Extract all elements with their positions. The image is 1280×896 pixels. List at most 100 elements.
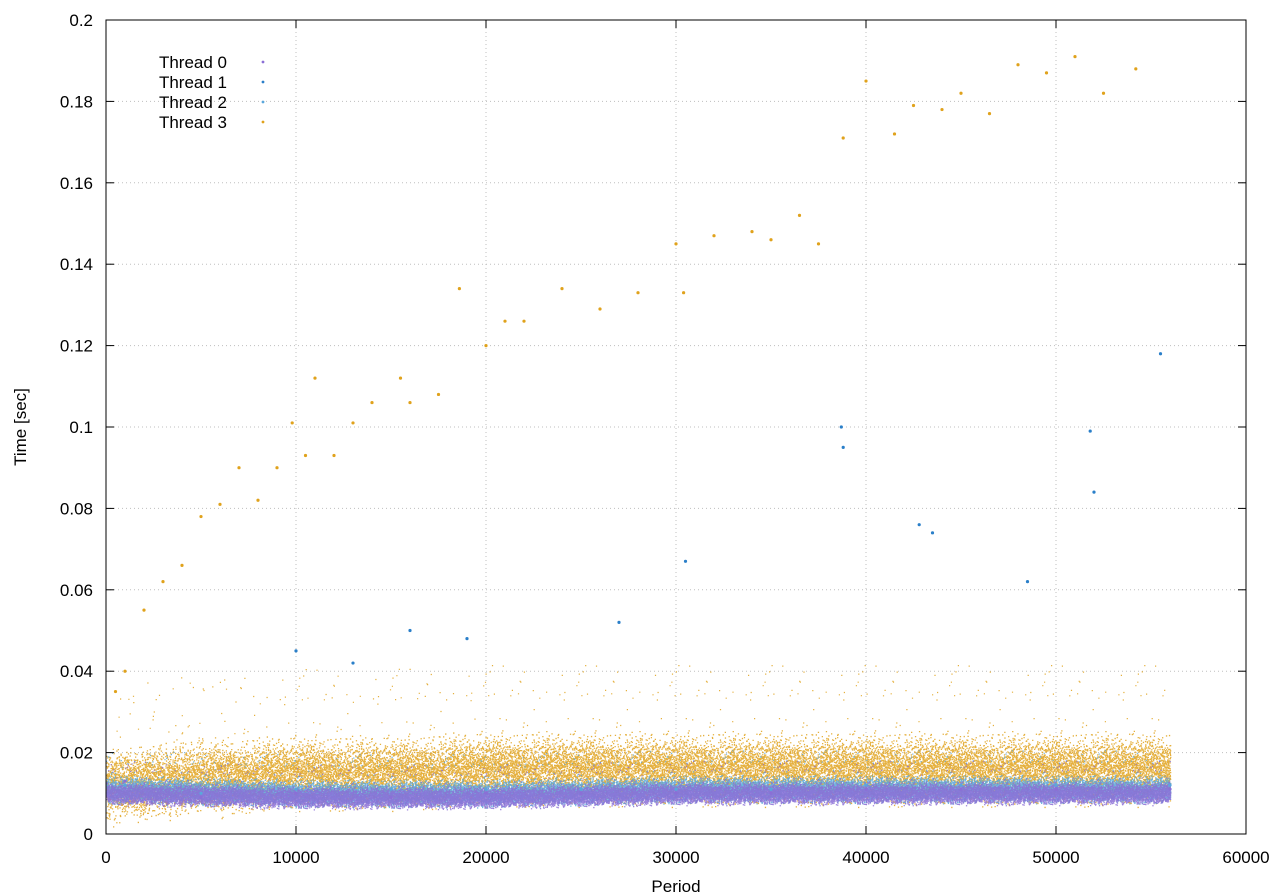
data-point [351, 421, 355, 425]
data-point [457, 287, 461, 291]
data-point [959, 787, 963, 791]
legend-label: Thread 3 [159, 113, 227, 132]
data-point [113, 689, 118, 694]
data-point [199, 795, 203, 799]
data-point [237, 466, 241, 470]
data-point [522, 319, 526, 323]
data-point [389, 787, 393, 791]
data-point [987, 112, 992, 116]
data-point [199, 791, 203, 795]
grid-lines [106, 20, 1246, 834]
y-tick-label: 0.2 [69, 11, 93, 30]
data-point [161, 580, 165, 584]
data-point [750, 230, 754, 234]
data-point [256, 498, 260, 502]
legend-marker [261, 100, 265, 104]
data-point [294, 787, 298, 791]
data-point [1044, 71, 1049, 75]
data-point [797, 213, 802, 217]
data-point [123, 669, 127, 673]
data-point [864, 79, 868, 83]
data-point [636, 291, 640, 295]
x-axis-label: Period [651, 877, 700, 896]
y-tick-label: 0.04 [60, 662, 93, 681]
data-point [841, 136, 845, 140]
series-thread-0 [123, 779, 1172, 799]
x-tick-label: 50000 [1032, 848, 1079, 867]
series-thread-3 [113, 55, 1138, 694]
data-point [1168, 783, 1172, 787]
data-point [816, 242, 821, 246]
y-axis-label: Time [sec] [11, 388, 30, 466]
series-thread-1 [294, 352, 1163, 665]
data-point [275, 466, 279, 470]
x-tick-label: 10000 [272, 848, 319, 867]
y-tick-label: 0.02 [60, 744, 93, 763]
y-tick-label: 0.1 [69, 418, 93, 437]
data-point [864, 783, 868, 787]
data-point [123, 779, 127, 783]
data-point [1092, 490, 1096, 494]
data-point [351, 661, 355, 665]
legend-label: Thread 1 [159, 73, 227, 92]
data-point [892, 132, 897, 136]
data-point [911, 103, 916, 108]
legend-marker [261, 80, 265, 84]
data-point [712, 234, 716, 238]
data-point [841, 445, 845, 449]
legend-marker [261, 120, 265, 124]
legend-marker [261, 60, 265, 64]
data-point [917, 523, 921, 527]
data-point [389, 795, 393, 799]
data-point [436, 392, 441, 397]
data-point [617, 620, 621, 624]
data-point [1054, 787, 1058, 791]
data-point [1054, 783, 1058, 787]
data-point [332, 453, 336, 458]
data-point [683, 559, 688, 563]
data-point [484, 787, 488, 791]
data-point [503, 319, 507, 323]
data-point [1025, 580, 1030, 584]
band-thread-0 [106, 760, 1172, 811]
legend-label: Thread 0 [159, 53, 227, 72]
band-dots [106, 760, 1172, 811]
data-point [290, 421, 294, 425]
data-point [303, 453, 308, 458]
data-point [579, 787, 583, 791]
data-point [839, 425, 843, 429]
outlier-points [113, 55, 1172, 799]
data-point [484, 791, 488, 795]
data-point [940, 107, 944, 112]
y-tick-label: 0.12 [60, 337, 93, 356]
data-point [959, 783, 963, 787]
data-point [484, 344, 488, 348]
dense-point-bands [106, 665, 1172, 828]
x-tick-label: 30000 [652, 848, 699, 867]
axis-ticks: 0 10000 20000 30000 40000 50000 60000 0 0.02 0.04… [60, 11, 1270, 867]
x-tick-label: 0 [101, 848, 110, 867]
data-point [218, 502, 222, 506]
y-tick-label: 0.06 [60, 581, 93, 600]
data-point [199, 514, 203, 519]
data-point [313, 376, 317, 380]
series-thread-2 [123, 783, 1172, 795]
y-tick-label: 0 [84, 825, 93, 844]
data-point [930, 531, 935, 535]
data-point [123, 783, 127, 787]
data-point [769, 791, 773, 795]
data-point [579, 791, 583, 795]
data-point [560, 287, 564, 291]
data-point [674, 242, 678, 246]
data-point [598, 307, 602, 311]
y-tick-label: 0.16 [60, 174, 93, 193]
data-point [1101, 91, 1106, 95]
data-point [294, 791, 298, 795]
x-tick-label: 40000 [842, 848, 889, 867]
data-point [674, 791, 678, 795]
x-tick-label: 20000 [462, 848, 509, 867]
data-point [142, 608, 146, 612]
data-point [1088, 429, 1092, 433]
